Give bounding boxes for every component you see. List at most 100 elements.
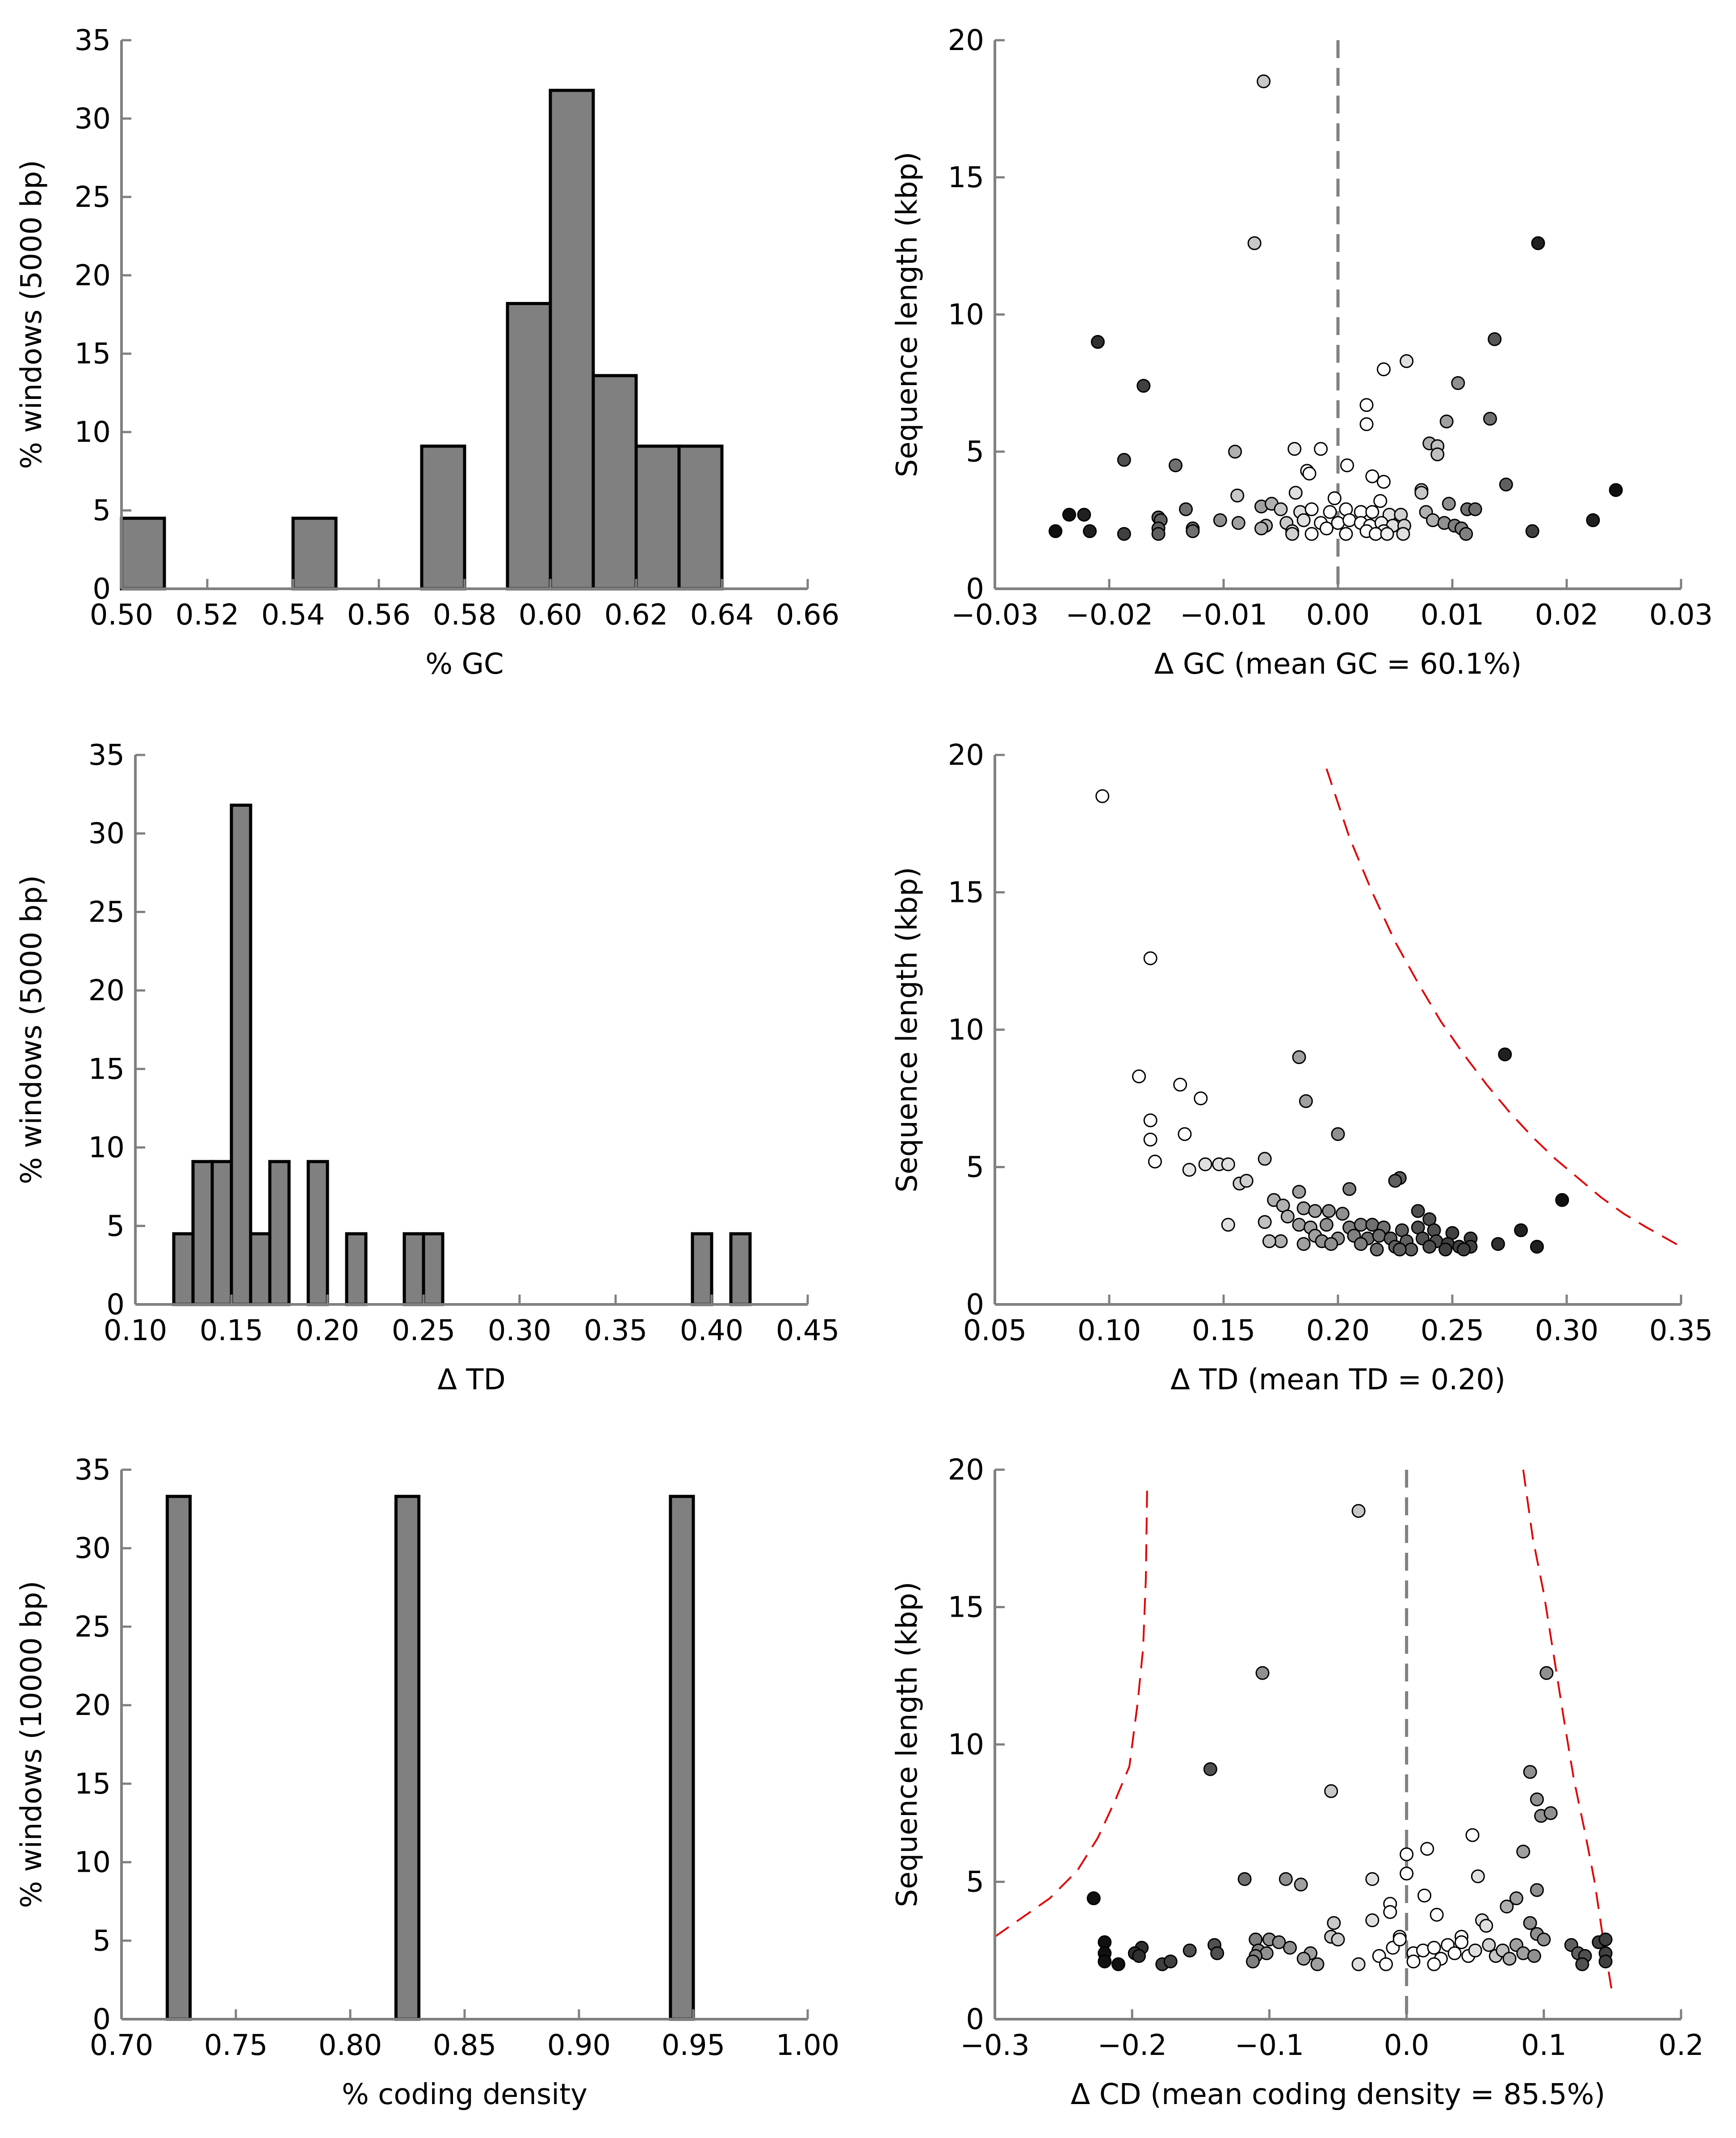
y-tick-label: 20 xyxy=(948,1454,984,1487)
x-tick-label: −0.03 xyxy=(951,599,1039,632)
scatter-point xyxy=(1283,1941,1297,1955)
histogram-bar xyxy=(268,1160,291,1306)
y-axis-label: Sequence length (kbp) xyxy=(891,1582,924,1907)
scatter-point xyxy=(1482,1938,1496,1952)
x-tick-label: 0.00 xyxy=(1306,599,1370,632)
scatter-point xyxy=(1575,1957,1589,1971)
scatter-point xyxy=(1459,527,1473,541)
x-tick-label: 0.52 xyxy=(176,599,239,632)
scatter-point xyxy=(1331,1933,1345,1947)
x-tick-label: 0.56 xyxy=(347,599,411,632)
x-tick-label: 0.95 xyxy=(662,2029,725,2062)
scatter-point xyxy=(1203,1762,1217,1776)
y-axis-label: % windows (5000 bp) xyxy=(15,875,48,1184)
x-axis-label: % coding density xyxy=(342,2078,587,2111)
scatter-point xyxy=(1247,236,1262,250)
scatter-point xyxy=(1257,74,1271,88)
x-tick-label: 0.90 xyxy=(547,2029,611,2062)
scatter-point xyxy=(1359,398,1374,412)
scatter-point xyxy=(1048,524,1063,538)
scatter-point xyxy=(1468,1943,1482,1958)
x-tick-label: 0.25 xyxy=(1421,1314,1484,1347)
scatter-point xyxy=(1379,1957,1393,1971)
scatter-point xyxy=(1319,521,1333,536)
histogram-bar xyxy=(591,374,638,591)
scatter-point xyxy=(1292,1050,1306,1064)
x-tick-label: 0.15 xyxy=(200,1314,264,1347)
scatter-point xyxy=(1479,1919,1493,1933)
histogram-bar xyxy=(191,1160,214,1306)
scatter-point xyxy=(1488,332,1502,346)
scatter-point xyxy=(1438,1242,1453,1257)
scatter-point xyxy=(1365,469,1380,483)
scatter-point xyxy=(1179,502,1193,516)
scatter-point xyxy=(1530,1883,1544,1897)
x-tick-label: 0.54 xyxy=(261,599,325,632)
scatter-point xyxy=(1451,376,1465,390)
scatter-point xyxy=(1143,1113,1157,1128)
scatter-point xyxy=(1406,1954,1421,1969)
gc-histogram-panel: 0.50 0.52 0.54 0.56 0.58 0.60 0.62 0.64 0.66 0 5 10… xyxy=(15,24,839,681)
scatter-point xyxy=(1132,1949,1146,1963)
scatter-point xyxy=(1288,486,1303,500)
y-tick-label: 10 xyxy=(75,1846,111,1879)
y-tick-label: 5 xyxy=(92,1924,111,1958)
scatter-point xyxy=(1231,516,1245,530)
histogram-bar xyxy=(422,1232,444,1306)
scatter-point xyxy=(1483,411,1497,426)
scatter-point xyxy=(1136,379,1151,393)
histogram-bar xyxy=(291,516,338,591)
histogram-bar xyxy=(345,1232,368,1306)
scatter-point xyxy=(1279,1872,1293,1886)
x-tick-label: −0.2 xyxy=(1097,2029,1166,2062)
scatter-point xyxy=(1246,1954,1260,1969)
x-tick-label: 0.10 xyxy=(1078,1314,1141,1347)
x-tick-label: −0.01 xyxy=(1180,599,1267,632)
scatter-point xyxy=(1359,417,1374,432)
scatter-point xyxy=(1095,789,1110,803)
scatter-point xyxy=(1365,1872,1380,1886)
scatter-point xyxy=(1254,521,1268,536)
x-tick-label: 0.02 xyxy=(1535,599,1599,632)
y-tick-label: 20 xyxy=(75,1689,111,1722)
x-tick-label: 0.15 xyxy=(1192,1314,1256,1347)
scatter-point xyxy=(1400,1847,1414,1861)
scatter-point xyxy=(1543,1806,1558,1820)
scatter-point xyxy=(1447,1946,1462,1960)
y-tick-label: 35 xyxy=(75,1454,111,1487)
scatter-point xyxy=(1598,1933,1613,1947)
scatter-point xyxy=(1509,1891,1523,1905)
scatter-point xyxy=(1274,502,1288,516)
x-tick-label: −0.3 xyxy=(960,2029,1029,2062)
scatter-point xyxy=(1454,1935,1468,1949)
histogram-bar xyxy=(249,1232,272,1306)
x-axis-label: Δ TD (mean TD = 0.20) xyxy=(1170,1363,1505,1396)
td-histogram-panel: 0.10 0.15 0.20 0.25 0.30 0.35 0.40 0.45 0 5 10 15 20… xyxy=(15,739,839,1396)
scatter-point xyxy=(1523,1916,1537,1930)
y-tick-label: 15 xyxy=(948,1591,984,1624)
scatter-point xyxy=(1383,1905,1397,1919)
scatter-point xyxy=(1368,527,1383,541)
x-tick-label: 0.80 xyxy=(319,2029,382,2062)
x-tick-label: 0.10 xyxy=(104,1314,168,1347)
scatter-point xyxy=(1308,1204,1322,1218)
y-tick-label: 30 xyxy=(75,102,111,135)
histogram-bar xyxy=(403,1232,425,1306)
scatter-point xyxy=(1342,513,1357,527)
y-tick-label: 10 xyxy=(948,298,984,331)
x-tick-label: 0.35 xyxy=(1649,1314,1713,1347)
scatter-point xyxy=(1296,513,1311,527)
scatter-point xyxy=(1258,1215,1272,1229)
scatter-point xyxy=(1530,1240,1544,1254)
scatter-point xyxy=(1422,1240,1437,1254)
scatter-point xyxy=(1514,1223,1528,1237)
scatter-point xyxy=(1292,1185,1306,1199)
x-tick-label: 0.75 xyxy=(204,2029,268,2062)
y-tick-label: 0 xyxy=(106,1288,125,1321)
scatter-point xyxy=(1324,1784,1338,1798)
y-tick-label: 5 xyxy=(92,495,111,528)
histogram-bar xyxy=(165,1495,192,2021)
y-tick-label: 15 xyxy=(88,1053,125,1086)
histogram-bar xyxy=(677,444,724,591)
y-axis-label: % windows (10000 bp) xyxy=(15,1581,48,1908)
